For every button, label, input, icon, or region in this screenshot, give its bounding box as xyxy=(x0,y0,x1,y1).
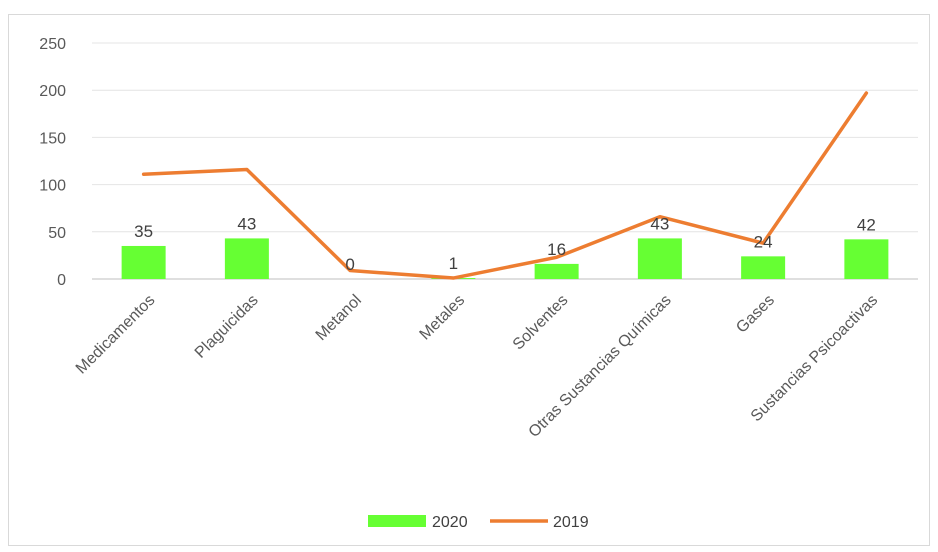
category-label: Plaguicidas xyxy=(192,292,262,362)
y-axis-ticks: 0 50 100 150 200 250 xyxy=(39,36,66,289)
y-tick-label: 50 xyxy=(48,225,66,242)
legend: 2020 2019 xyxy=(368,514,589,531)
x-axis-categories: Medicamentos Plaguicidas Metanol Metales Sol… xyxy=(73,292,881,441)
legend-label-2019: 2019 xyxy=(553,514,589,531)
bar xyxy=(534,263,579,279)
y-tick-label: 0 xyxy=(57,272,66,289)
category-label: Metales xyxy=(417,292,469,344)
legend-label-2020: 2020 xyxy=(432,514,468,531)
bar xyxy=(637,238,682,279)
gridlines xyxy=(92,42,918,280)
series-line xyxy=(141,91,869,280)
data-label: 16 xyxy=(547,240,566,259)
category-label: Solventes xyxy=(510,292,572,354)
data-label: 0 xyxy=(345,255,354,274)
data-label: 1 xyxy=(449,254,458,273)
bars-2020 xyxy=(121,238,889,279)
legend-swatch-2020 xyxy=(368,515,426,527)
y-tick-label: 200 xyxy=(39,83,66,100)
y-tick-label: 250 xyxy=(39,36,66,53)
category-label: Medicamentos xyxy=(73,292,159,378)
data-label: 43 xyxy=(237,214,256,233)
category-label: Gases xyxy=(733,292,778,337)
category-label: Metanol xyxy=(313,292,365,344)
data-label: 43 xyxy=(650,214,669,233)
bar xyxy=(224,238,269,279)
y-tick-label: 150 xyxy=(39,130,66,147)
bar xyxy=(741,256,786,279)
chart-frame xyxy=(8,14,930,546)
data-label: 24 xyxy=(754,232,773,251)
line-2019 xyxy=(141,91,869,280)
data-label: 42 xyxy=(857,215,876,234)
data-labels: 35 43 0 1 16 43 24 42 xyxy=(134,214,876,274)
y-tick-label: 100 xyxy=(39,178,66,195)
bar xyxy=(121,245,166,279)
bar xyxy=(844,239,889,279)
data-label: 35 xyxy=(134,222,153,241)
